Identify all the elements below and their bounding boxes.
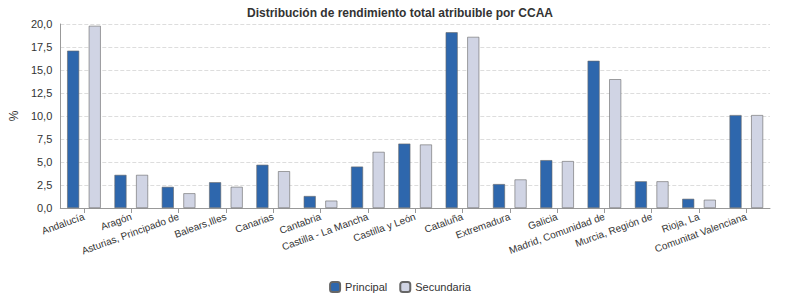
svg-text:Madrid, Comunidad de: Madrid, Comunidad de xyxy=(507,210,607,256)
svg-text:Cantabria: Cantabria xyxy=(277,210,323,236)
svg-text:Andalucía: Andalucía xyxy=(40,211,86,237)
svg-text:0,0: 0,0 xyxy=(37,202,52,214)
svg-text:Principal: Principal xyxy=(345,281,387,293)
svg-text:15,0: 15,0 xyxy=(31,64,52,76)
svg-text:%: % xyxy=(7,110,21,121)
svg-text:17,5: 17,5 xyxy=(31,41,52,53)
svg-text:Murcia, Región de: Murcia, Región de xyxy=(574,211,654,249)
svg-text:Castilla - La Mancha: Castilla - La Mancha xyxy=(280,210,370,253)
svg-text:Aragón: Aragón xyxy=(99,210,134,233)
svg-text:Rioja, La: Rioja, La xyxy=(660,210,701,235)
svg-text:Secundaria: Secundaria xyxy=(415,281,472,293)
svg-text:Extremadura: Extremadura xyxy=(454,211,512,241)
svg-text:Comunitat Valenciana: Comunitat Valenciana xyxy=(653,211,748,255)
svg-text:10,0: 10,0 xyxy=(31,110,52,122)
svg-text:Asturias, Principado de: Asturias, Principado de xyxy=(80,211,181,257)
svg-text:Canarias: Canarias xyxy=(234,211,275,235)
svg-text:20,0: 20,0 xyxy=(31,18,52,30)
svg-text:Distribución de rendimiento to: Distribución de rendimiento total atribu… xyxy=(247,6,553,20)
svg-text:7,5: 7,5 xyxy=(37,133,52,145)
svg-text:Cataluña: Cataluña xyxy=(423,210,465,235)
svg-text:Galicia: Galicia xyxy=(526,210,559,232)
svg-text:2,5: 2,5 xyxy=(37,179,52,191)
svg-text:Balears,Illes: Balears,Illes xyxy=(173,211,228,240)
svg-text:12,5: 12,5 xyxy=(31,87,52,99)
svg-text:Castilla y León: Castilla y León xyxy=(352,211,417,244)
svg-text:5,0: 5,0 xyxy=(37,156,52,168)
